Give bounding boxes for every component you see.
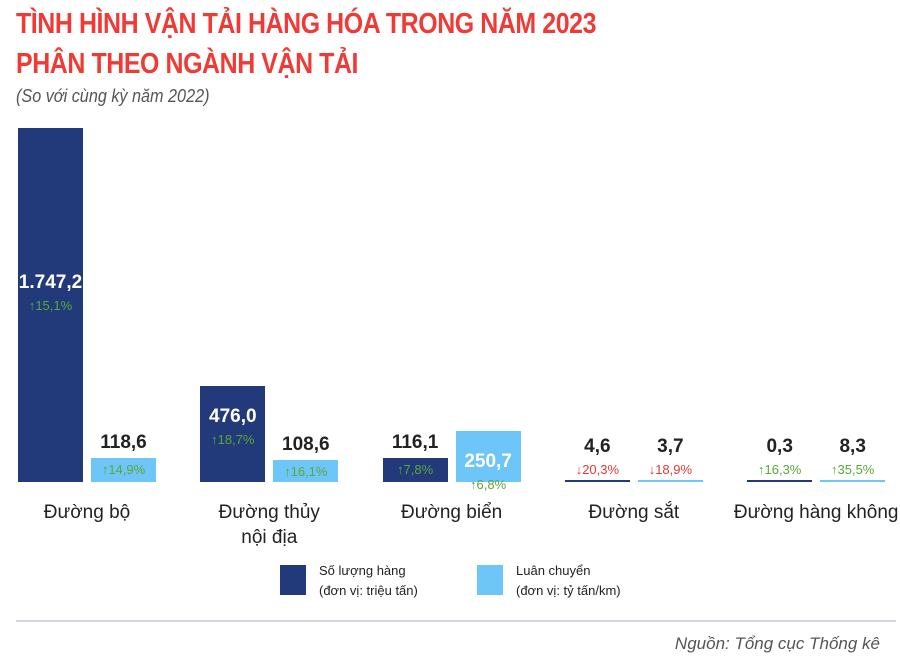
category-label: Đường thủy nội địa — [178, 500, 360, 550]
bar-volume — [18, 128, 83, 482]
value-label: 8,3 — [839, 436, 866, 457]
change-label: ↑6,8% — [470, 477, 507, 493]
divider — [16, 620, 896, 622]
bar-rotation — [91, 457, 156, 482]
change-label: ↑14,9% — [101, 461, 146, 477]
category-label-line: nội địa — [241, 527, 298, 548]
bar-volume — [564, 480, 630, 482]
title-line-1: TÌNH HÌNH VẬN TẢI HÀNG HÓA TRONG NĂM 202… — [16, 8, 597, 40]
value-label: 3,7 — [657, 436, 684, 457]
bar-volume — [200, 385, 266, 482]
category-label-line: Đường biển — [400, 502, 503, 523]
change-label: ↑16,1% — [284, 463, 328, 479]
change-label: ↑15,1% — [28, 298, 73, 313]
value-label: 1.747,2 — [18, 272, 83, 293]
bar-volume — [747, 480, 813, 482]
value-label: 116,1 — [391, 432, 439, 454]
subtitle: (So với cùng kỳ năm 2022) — [16, 86, 210, 106]
value-label: 4,6 — [584, 436, 611, 457]
legend-swatch-volume — [280, 565, 306, 595]
change-label: ↑16,3% — [758, 462, 802, 477]
value-label: 476,0 — [209, 405, 257, 427]
legend-label-volume: Số lượng hàng (đơn vị: triệu tấn) — [319, 563, 418, 598]
legend-swatch-rotation — [477, 565, 503, 595]
category-label: Đường hàng không — [725, 500, 900, 525]
legend-label-rotation: Luân chuyển (đơn vị: tỷ tấn/km) — [516, 563, 621, 598]
value-label: 0,3 — [766, 436, 793, 457]
category-label-line: Đường bộ — [43, 502, 131, 523]
title-line-2: PHÂN THEO NGÀNH VẬN TẢI — [16, 48, 359, 80]
change-label: ↑7,8% — [397, 462, 434, 478]
change-label: ↑35,5% — [831, 462, 875, 477]
category-label-line: Đường sắt — [588, 502, 680, 523]
bar-rotation — [273, 459, 339, 482]
change-label: ↓20,3% — [575, 462, 620, 477]
bar-rotation — [637, 480, 703, 482]
value-label: 118,6 — [100, 431, 147, 453]
value-label: 250,7 — [464, 451, 512, 473]
category-label: Đường sắt — [543, 500, 725, 525]
bar-volume — [382, 458, 448, 482]
bar-rotation — [455, 431, 521, 482]
category-label: Đường bộ — [0, 500, 178, 525]
category-label-line: Đường thủy — [218, 502, 320, 523]
category-label: Đường biển — [361, 500, 543, 525]
category-label-line: Đường hàng không — [733, 502, 899, 523]
change-label: ↑18,7% — [211, 431, 255, 447]
bar-rotation — [820, 480, 886, 482]
change-label: ↓18,9% — [648, 462, 693, 477]
source-note: Nguồn: Tổng cục Thống kê — [674, 634, 880, 653]
value-label: 108,6 — [282, 433, 330, 455]
